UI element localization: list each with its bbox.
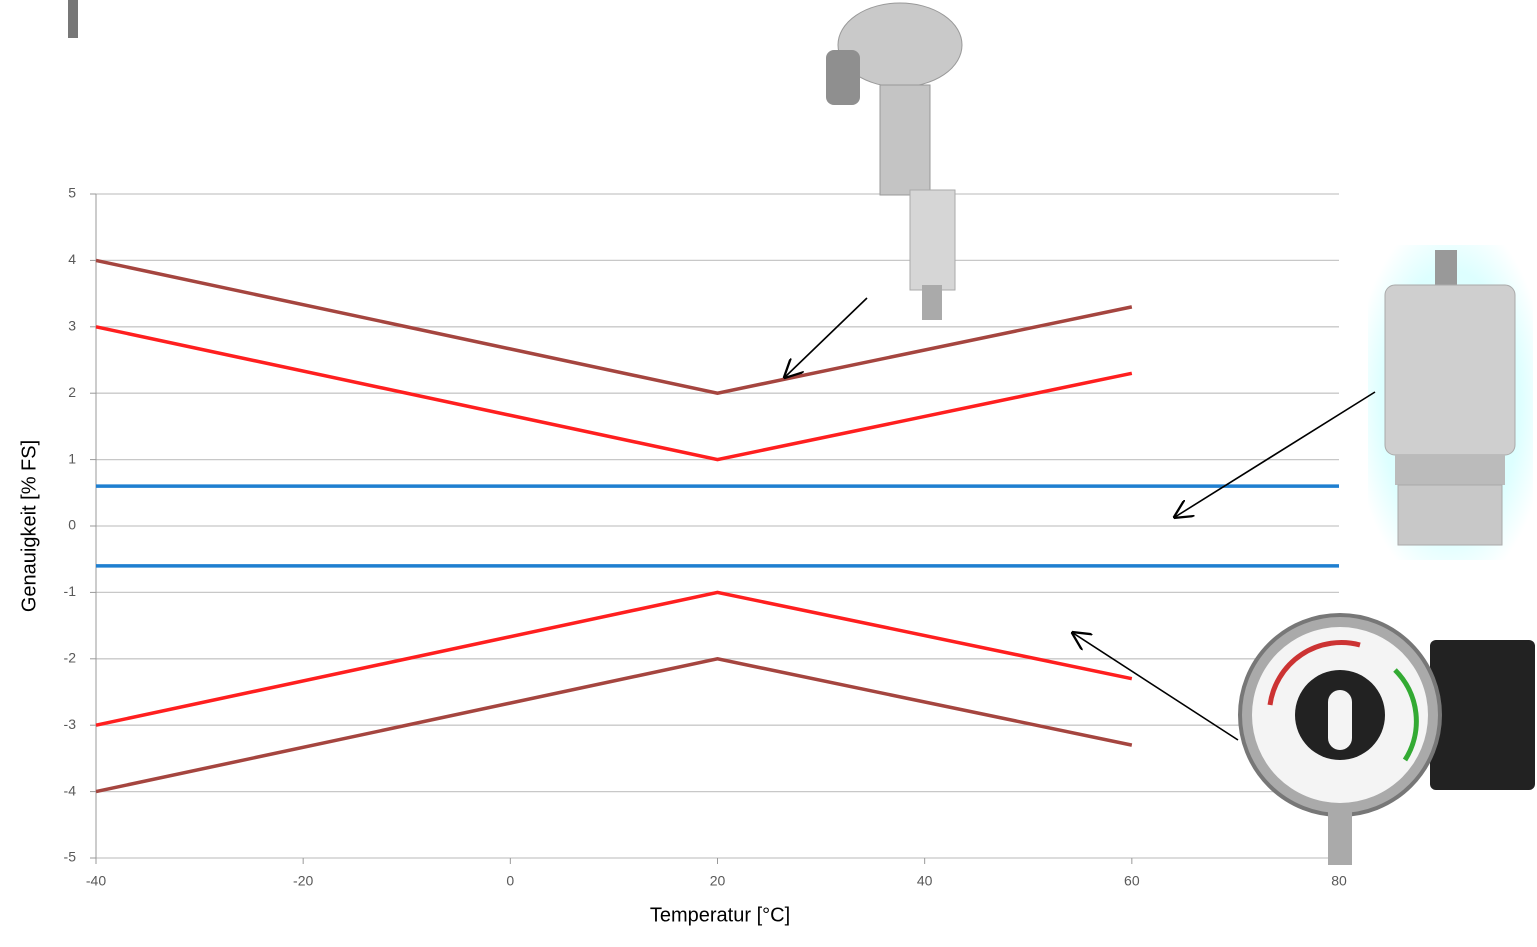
x-tick-label: 20: [710, 873, 726, 889]
y-tick-label: 3: [68, 318, 76, 334]
y-tick-label: -5: [64, 849, 77, 865]
series-line: [95, 258, 1133, 395]
y-tick-label: 0: [68, 517, 76, 533]
x-tick-label: -20: [293, 873, 313, 889]
y-tick-label: -4: [64, 782, 77, 798]
arrows: [785, 297, 1376, 741]
series-line: [95, 657, 1133, 794]
y-tick-label: 2: [68, 384, 76, 400]
sensor-image: [1368, 245, 1533, 560]
x-tick-label: 80: [1331, 873, 1347, 889]
transmitter-image: [826, 2, 963, 320]
corner-bar: [68, 0, 78, 38]
y-tick-label: -1: [64, 583, 77, 599]
gauge-image: [1238, 613, 1535, 865]
y-axis-title: Genauigkeit [% FS]: [18, 440, 40, 612]
y-tick-label: 5: [68, 185, 76, 201]
series-line: [95, 590, 1133, 727]
series-line: [95, 325, 1133, 462]
y-tick-label: -3: [64, 716, 77, 732]
x-axis-title: Temperatur [°C]: [650, 904, 790, 926]
x-tick-label: 40: [917, 873, 933, 889]
y-tick-label: 4: [68, 251, 76, 267]
y-tick-label: -2: [64, 650, 77, 666]
x-tick-label: -40: [86, 873, 106, 889]
x-tick-label: 0: [506, 873, 514, 889]
x-tick-label: 60: [1124, 873, 1140, 889]
y-tick-label: 1: [68, 450, 76, 466]
